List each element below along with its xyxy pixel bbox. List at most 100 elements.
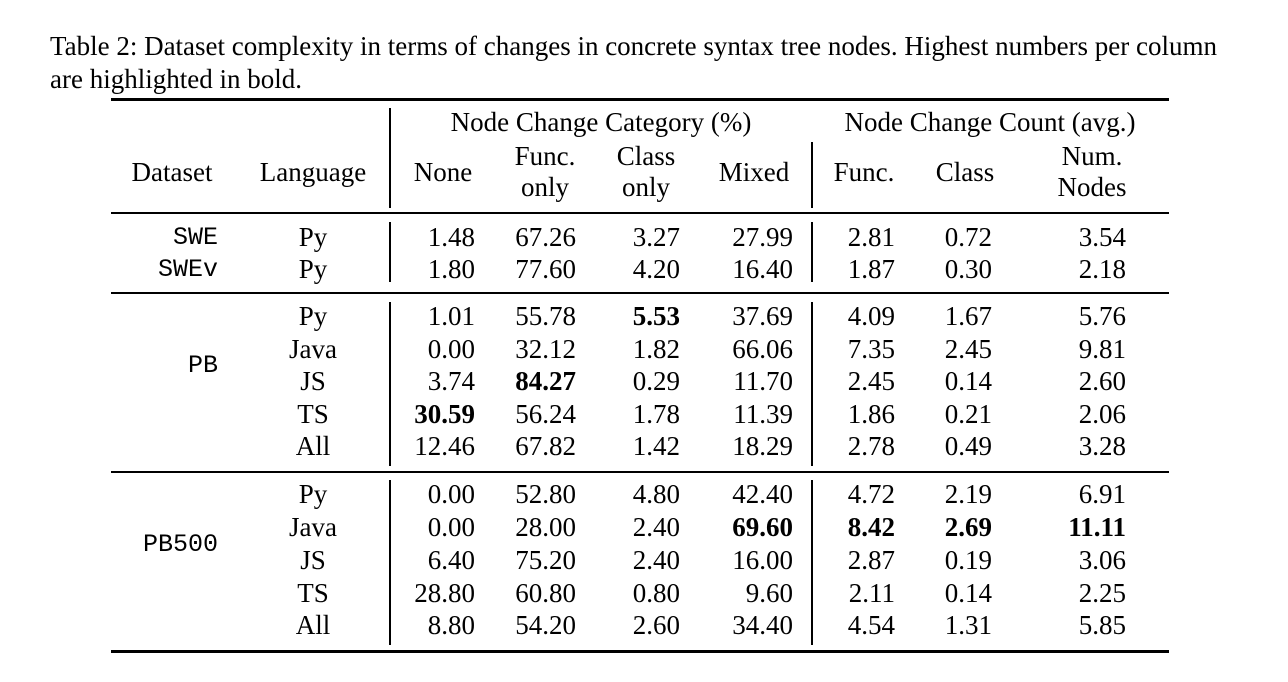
value-cell: 56.24 [515,399,576,429]
value-cell: 3.54 [1078,222,1126,252]
value-cell: 52.80 [515,479,576,509]
column-separator [389,302,391,466]
value-cell: 7.35 [847,334,895,364]
value-cell: 2.40 [632,512,680,542]
value-cell: 67.82 [515,431,576,461]
value-cell: 0.19 [944,545,992,575]
value-cell: 0.29 [632,366,680,396]
header-none: None [413,157,473,187]
header-class-only: Class only [616,141,676,202]
header-class: Class [935,157,995,187]
value-cell: 1.42 [632,431,680,461]
language-cell: Py [298,254,328,284]
language-cell: TS [297,399,329,429]
value-cell: 54.20 [515,610,576,640]
value-cell: 2.81 [847,222,895,252]
value-cell: 0.14 [944,366,992,396]
value-cell: 16.40 [732,254,793,284]
dataset-name: SWE [172,223,218,252]
value-cell: 60.80 [515,578,576,608]
value-cell: 0.21 [944,399,992,429]
value-cell: 2.18 [1078,254,1126,284]
value-cell: 2.69 [944,512,992,542]
bottom-rule [111,650,1169,653]
group-header-count: Node Change Count (avg.) [844,107,1136,137]
value-cell: 2.25 [1078,578,1126,608]
language-cell: All [295,431,331,461]
value-cell: 0.30 [944,254,992,284]
language-cell: Py [298,301,328,331]
value-cell: 0.14 [944,578,992,608]
header-dataset: Dataset [131,157,213,187]
value-cell: 1.67 [944,301,992,331]
dataset-name: SWEv [157,255,218,284]
value-cell: 18.29 [732,431,793,461]
table-caption: Table 2: Dataset complexity in terms of … [50,31,1218,94]
value-cell: 69.60 [732,512,793,542]
value-cell: 34.40 [732,610,793,640]
language-cell: Py [298,222,328,252]
dataset-name: PB500 [142,530,218,559]
language-cell: JS [300,545,326,575]
value-cell: 11.70 [733,366,793,396]
value-cell: 3.06 [1078,545,1126,575]
group-header-category: Node Change Category (%) [450,107,752,137]
column-separator [811,222,813,282]
value-cell: 0.72 [944,222,992,252]
value-cell: 3.27 [632,222,680,252]
value-cell: 6.40 [427,545,475,575]
top-rule [111,98,1169,101]
value-cell: 1.31 [944,610,992,640]
language-cell: TS [297,578,329,608]
value-cell: 1.48 [427,222,475,252]
column-separator [389,480,391,645]
language-cell: Java [289,512,337,542]
column-separator [389,108,391,208]
value-cell: 9.81 [1078,334,1126,364]
value-cell: 9.60 [745,578,793,608]
value-cell: 2.40 [632,545,680,575]
value-cell: 1.78 [632,399,680,429]
value-cell: 2.11 [848,578,895,608]
value-cell: 75.20 [515,545,576,575]
value-cell: 67.26 [515,222,576,252]
value-cell: 1.80 [427,254,475,284]
value-cell: 27.99 [732,222,793,252]
group-rule [111,292,1169,294]
value-cell: 2.60 [632,610,680,640]
column-separator [389,222,391,282]
value-cell: 0.00 [427,479,475,509]
value-cell: 28.00 [515,512,576,542]
language-cell: Py [298,479,328,509]
value-cell: 2.78 [847,431,895,461]
value-cell: 32.12 [515,334,576,364]
value-cell: 37.69 [732,301,793,331]
value-cell: 2.60 [1078,366,1126,396]
value-cell: 4.72 [847,479,895,509]
value-cell: 8.80 [427,610,475,640]
language-cell: All [295,610,331,640]
value-cell: 77.60 [515,254,576,284]
value-cell: 84.27 [515,366,576,396]
value-cell: 2.19 [944,479,992,509]
value-cell: 1.01 [427,301,475,331]
value-cell: 12.46 [414,431,475,461]
value-cell: 3.28 [1078,431,1126,461]
value-cell: 16.00 [732,545,793,575]
value-cell: 28.80 [414,578,475,608]
value-cell: 55.78 [515,301,576,331]
header-mixed: Mixed [718,157,790,187]
column-separator [811,480,813,645]
value-cell: 4.80 [632,479,680,509]
column-separator [811,302,813,466]
header-func: Func. [833,157,895,187]
value-cell: 8.42 [847,512,895,542]
value-cell: 1.87 [847,254,895,284]
group-rule [111,471,1169,473]
value-cell: 3.74 [427,366,475,396]
column-separator [811,142,813,208]
value-cell: 4.09 [847,301,895,331]
header-func-only: Func. only [514,141,576,202]
value-cell: 4.20 [632,254,680,284]
value-cell: 0.00 [427,512,475,542]
